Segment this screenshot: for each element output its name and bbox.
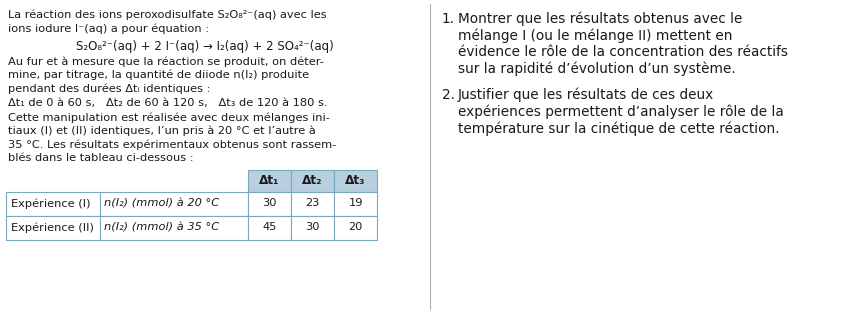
Text: mine, par titrage, la quantité de diiode n(I₂) produite: mine, par titrage, la quantité de diiode… <box>8 70 309 80</box>
Text: sur la rapidité d’évolution d’un système.: sur la rapidité d’évolution d’un système… <box>458 61 736 76</box>
Text: Expérience (II): Expérience (II) <box>11 222 94 233</box>
Text: mélange I (ou le mélange II) mettent en: mélange I (ou le mélange II) mettent en <box>458 28 733 43</box>
Text: 1.: 1. <box>442 12 455 26</box>
Bar <box>334 215 377 239</box>
Bar <box>248 215 291 239</box>
Bar <box>291 170 334 192</box>
Bar <box>6 192 100 215</box>
Text: 45: 45 <box>262 223 277 233</box>
Text: 30: 30 <box>262 198 277 208</box>
Text: 20: 20 <box>349 223 363 233</box>
Bar <box>248 170 291 192</box>
Text: Δt₃: Δt₃ <box>345 174 365 187</box>
Text: S₂O₈²⁻(aq) + 2 I⁻(aq) → I₂(aq) + 2 SO₄²⁻(aq): S₂O₈²⁻(aq) + 2 I⁻(aq) → I₂(aq) + 2 SO₄²⁻… <box>76 40 334 53</box>
Text: 30: 30 <box>305 223 320 233</box>
Bar <box>291 192 334 215</box>
Text: 19: 19 <box>349 198 363 208</box>
Bar <box>291 215 334 239</box>
Text: Montrer que les résultats obtenus avec le: Montrer que les résultats obtenus avec l… <box>458 12 743 27</box>
Text: Expérience (I): Expérience (I) <box>11 198 91 209</box>
Text: 35 °C. Les résultats expérimentaux obtenus sont rassem-: 35 °C. Les résultats expérimentaux obten… <box>8 140 336 150</box>
Text: tiaux (I) et (II) identiques, l’un pris à 20 °C et l’autre à: tiaux (I) et (II) identiques, l’un pris … <box>8 126 316 136</box>
Text: Δt₁: Δt₁ <box>260 174 280 187</box>
Text: n(I₂) (mmol) à 35 °C: n(I₂) (mmol) à 35 °C <box>104 223 219 233</box>
Text: expériences permettent d’analyser le rôle de la: expériences permettent d’analyser le rôl… <box>458 105 783 119</box>
Text: 2.: 2. <box>442 88 455 102</box>
Text: blés dans le tableau ci-dessous :: blés dans le tableau ci-dessous : <box>8 153 194 163</box>
Bar <box>334 170 377 192</box>
Bar <box>6 215 100 239</box>
Text: Au fur et à mesure que la réaction se produit, on déter-: Au fur et à mesure que la réaction se pr… <box>8 57 324 67</box>
Text: Cette manipulation est réalisée avec deux mélanges ini-: Cette manipulation est réalisée avec deu… <box>8 112 330 123</box>
Text: pendant des durées Δtᵢ identiques :: pendant des durées Δtᵢ identiques : <box>8 84 211 94</box>
Text: température sur la cinétique de cette réaction.: température sur la cinétique de cette ré… <box>458 121 780 136</box>
Bar <box>334 192 377 215</box>
Text: ions iodure I⁻(aq) a pour équation :: ions iodure I⁻(aq) a pour équation : <box>8 23 209 34</box>
Text: 23: 23 <box>305 198 320 208</box>
Text: Justifier que les résultats de ces deux: Justifier que les résultats de ces deux <box>458 88 714 102</box>
Text: évidence le rôle de la concentration des réactifs: évidence le rôle de la concentration des… <box>458 45 788 59</box>
Text: La réaction des ions peroxodisulfate S₂O₈²⁻(aq) avec les: La réaction des ions peroxodisulfate S₂O… <box>8 10 327 20</box>
Bar <box>100 192 248 215</box>
Text: Δt₁ de 0 à 60 s,   Δt₂ de 60 à 120 s,   Δt₃ de 120 à 180 s.: Δt₁ de 0 à 60 s, Δt₂ de 60 à 120 s, Δt₃ … <box>8 98 327 108</box>
Bar <box>100 215 248 239</box>
Text: n(I₂) (mmol) à 20 °C: n(I₂) (mmol) à 20 °C <box>104 198 219 208</box>
Text: Δt₂: Δt₂ <box>302 174 322 187</box>
Bar <box>248 192 291 215</box>
